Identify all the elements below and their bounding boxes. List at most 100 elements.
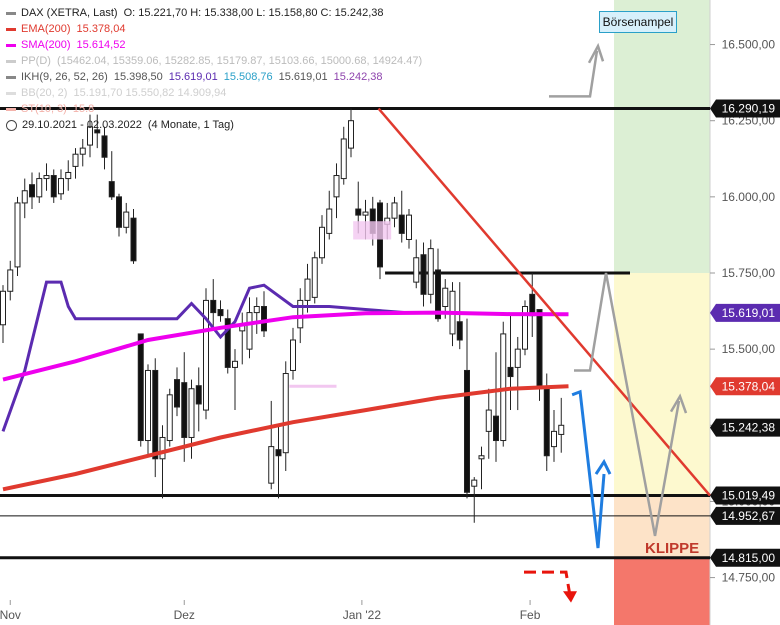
price-tag-label: 16.290,19 [722, 101, 776, 115]
candle-body [14, 202, 21, 268]
candle-body [514, 348, 521, 368]
sma200-line [2, 310, 569, 382]
legend-collapse-icon[interactable] [6, 11, 16, 15]
price-tag-label: 14.815,00 [722, 551, 776, 565]
legend-ikh-v4: 15.619,01 [278, 71, 328, 83]
legend-pp-row[interactable]: PP(D) (15462.04, 15359.06, 15282.85, 151… [6, 53, 422, 69]
ikh-swatch-icon [6, 75, 16, 79]
legend-bb-label: BB(20, 2) [21, 87, 68, 99]
candle-body [311, 257, 318, 298]
ema-swatch-icon [6, 27, 16, 31]
ikh-line [1, 280, 410, 432]
x-tick-label: Dez [174, 608, 195, 622]
y-tick-label: 16.500,00 [722, 38, 776, 52]
clock-icon [6, 119, 17, 131]
candle-body [406, 214, 412, 240]
candle-body [21, 190, 28, 204]
candle-body [159, 436, 166, 460]
candle-body [65, 171, 72, 180]
candle-body [485, 409, 492, 432]
candle-body [261, 306, 267, 332]
legend-ema-label: EMA(200) [21, 23, 71, 35]
candlesticks [0, 108, 565, 523]
legend-bb-row[interactable]: BB(20, 2) 15.191,70 15.550,82 14.909,94 [6, 85, 422, 101]
candle-body [304, 278, 311, 301]
candle-body [507, 366, 514, 378]
candle-body [398, 214, 405, 234]
candle-body [478, 455, 485, 460]
st-swatch-icon [6, 107, 16, 111]
legend-period-extra: (4 Monate, 1 Tag) [147, 119, 234, 131]
bullish-scenario-path [574, 272, 681, 537]
candle-body [217, 309, 224, 317]
legend-ema-row[interactable]: EMA(200) 15.378,04 [6, 21, 422, 37]
legend-period: 29.10.2021 - 02.03.2022 [22, 119, 142, 131]
candle-body [456, 321, 463, 341]
legend-period-row[interactable]: 29.10.2021 - 02.03.2022 (4 Monate, 1 Tag… [6, 117, 422, 133]
chart-annotations [289, 42, 711, 603]
price-tag [710, 548, 780, 567]
y-tick-label: 15.750,00 [722, 266, 776, 280]
legend-bb-values: 15.191,70 15.550,82 14.909,94 [73, 87, 227, 99]
candle-body [210, 299, 217, 314]
candle-body [174, 379, 180, 408]
candle-body [116, 196, 122, 228]
candle-body [348, 120, 354, 149]
price-tag [710, 486, 780, 505]
price-tag-label: 14.952,67 [722, 509, 776, 523]
candle-body [79, 147, 86, 155]
candle-body [355, 208, 362, 216]
legend-ema-value: 15.378,04 [76, 23, 126, 35]
sma-swatch-icon [6, 43, 16, 47]
price-tag-label: 15.619,01 [722, 306, 776, 320]
candle-body [123, 211, 130, 228]
candle-body [275, 449, 282, 457]
breakout-arrow-path [549, 50, 599, 98]
legend-sma-row[interactable]: SMA(200) 15.614,52 [6, 37, 422, 53]
chart-legend: DAX (XETRA, Last) O: 15.221,70 H: 15.338… [6, 5, 422, 133]
candle-body [203, 299, 209, 411]
legend-st-row[interactable]: ST(10, 3) 15.8 [6, 101, 422, 117]
candle-body [181, 382, 188, 438]
horizontal-levels [0, 106, 710, 560]
candle-body [246, 312, 253, 350]
candle-body [72, 153, 79, 167]
legend-sma-value: 15.614,52 [76, 39, 126, 51]
blue-arrow-head-icon [594, 458, 612, 475]
legend-ikh-row[interactable]: IKH(9, 26, 52, 26) 15.398,50 15.619,01 1… [6, 69, 422, 85]
candle-body [326, 208, 333, 234]
ikh-cloud-patch [353, 221, 392, 240]
bearish-scenario-path [571, 389, 606, 549]
candle-body [29, 184, 35, 198]
candle-body [442, 287, 449, 307]
x-tick-label: Jan '22 [343, 608, 382, 622]
x-tick-label: Feb [520, 608, 541, 622]
candle-body [137, 333, 144, 442]
price-tag [710, 99, 780, 118]
zone-red [614, 557, 710, 625]
candle-body [543, 388, 550, 457]
candle-body [413, 257, 420, 283]
candle-body [108, 181, 115, 198]
candle-body [290, 339, 296, 371]
candle-body [464, 369, 470, 493]
candle-body [391, 202, 398, 219]
zone-green [614, 0, 710, 273]
candle-body [130, 217, 137, 262]
candle-body [87, 126, 93, 146]
legend-pp-label: PP(D) [21, 55, 51, 67]
breakout-arrow-head-icon [587, 42, 605, 64]
candle-body [435, 269, 441, 320]
candle-body [420, 254, 427, 295]
x-tick-label: Nov [0, 608, 21, 622]
legend-ikh-v5: 15.242,38 [333, 71, 383, 83]
boersenampel-label[interactable]: Börsenampel [599, 11, 677, 33]
bb-swatch-icon [6, 91, 16, 95]
candle-body [427, 248, 434, 295]
y-tick-label: 15.500,00 [722, 342, 776, 356]
zone-orange [614, 495, 710, 558]
legend-instrument-row: DAX (XETRA, Last) O: 15.221,70 H: 15.338… [6, 5, 422, 21]
candle-body [43, 175, 50, 180]
red-arrow-head-icon [563, 591, 577, 603]
